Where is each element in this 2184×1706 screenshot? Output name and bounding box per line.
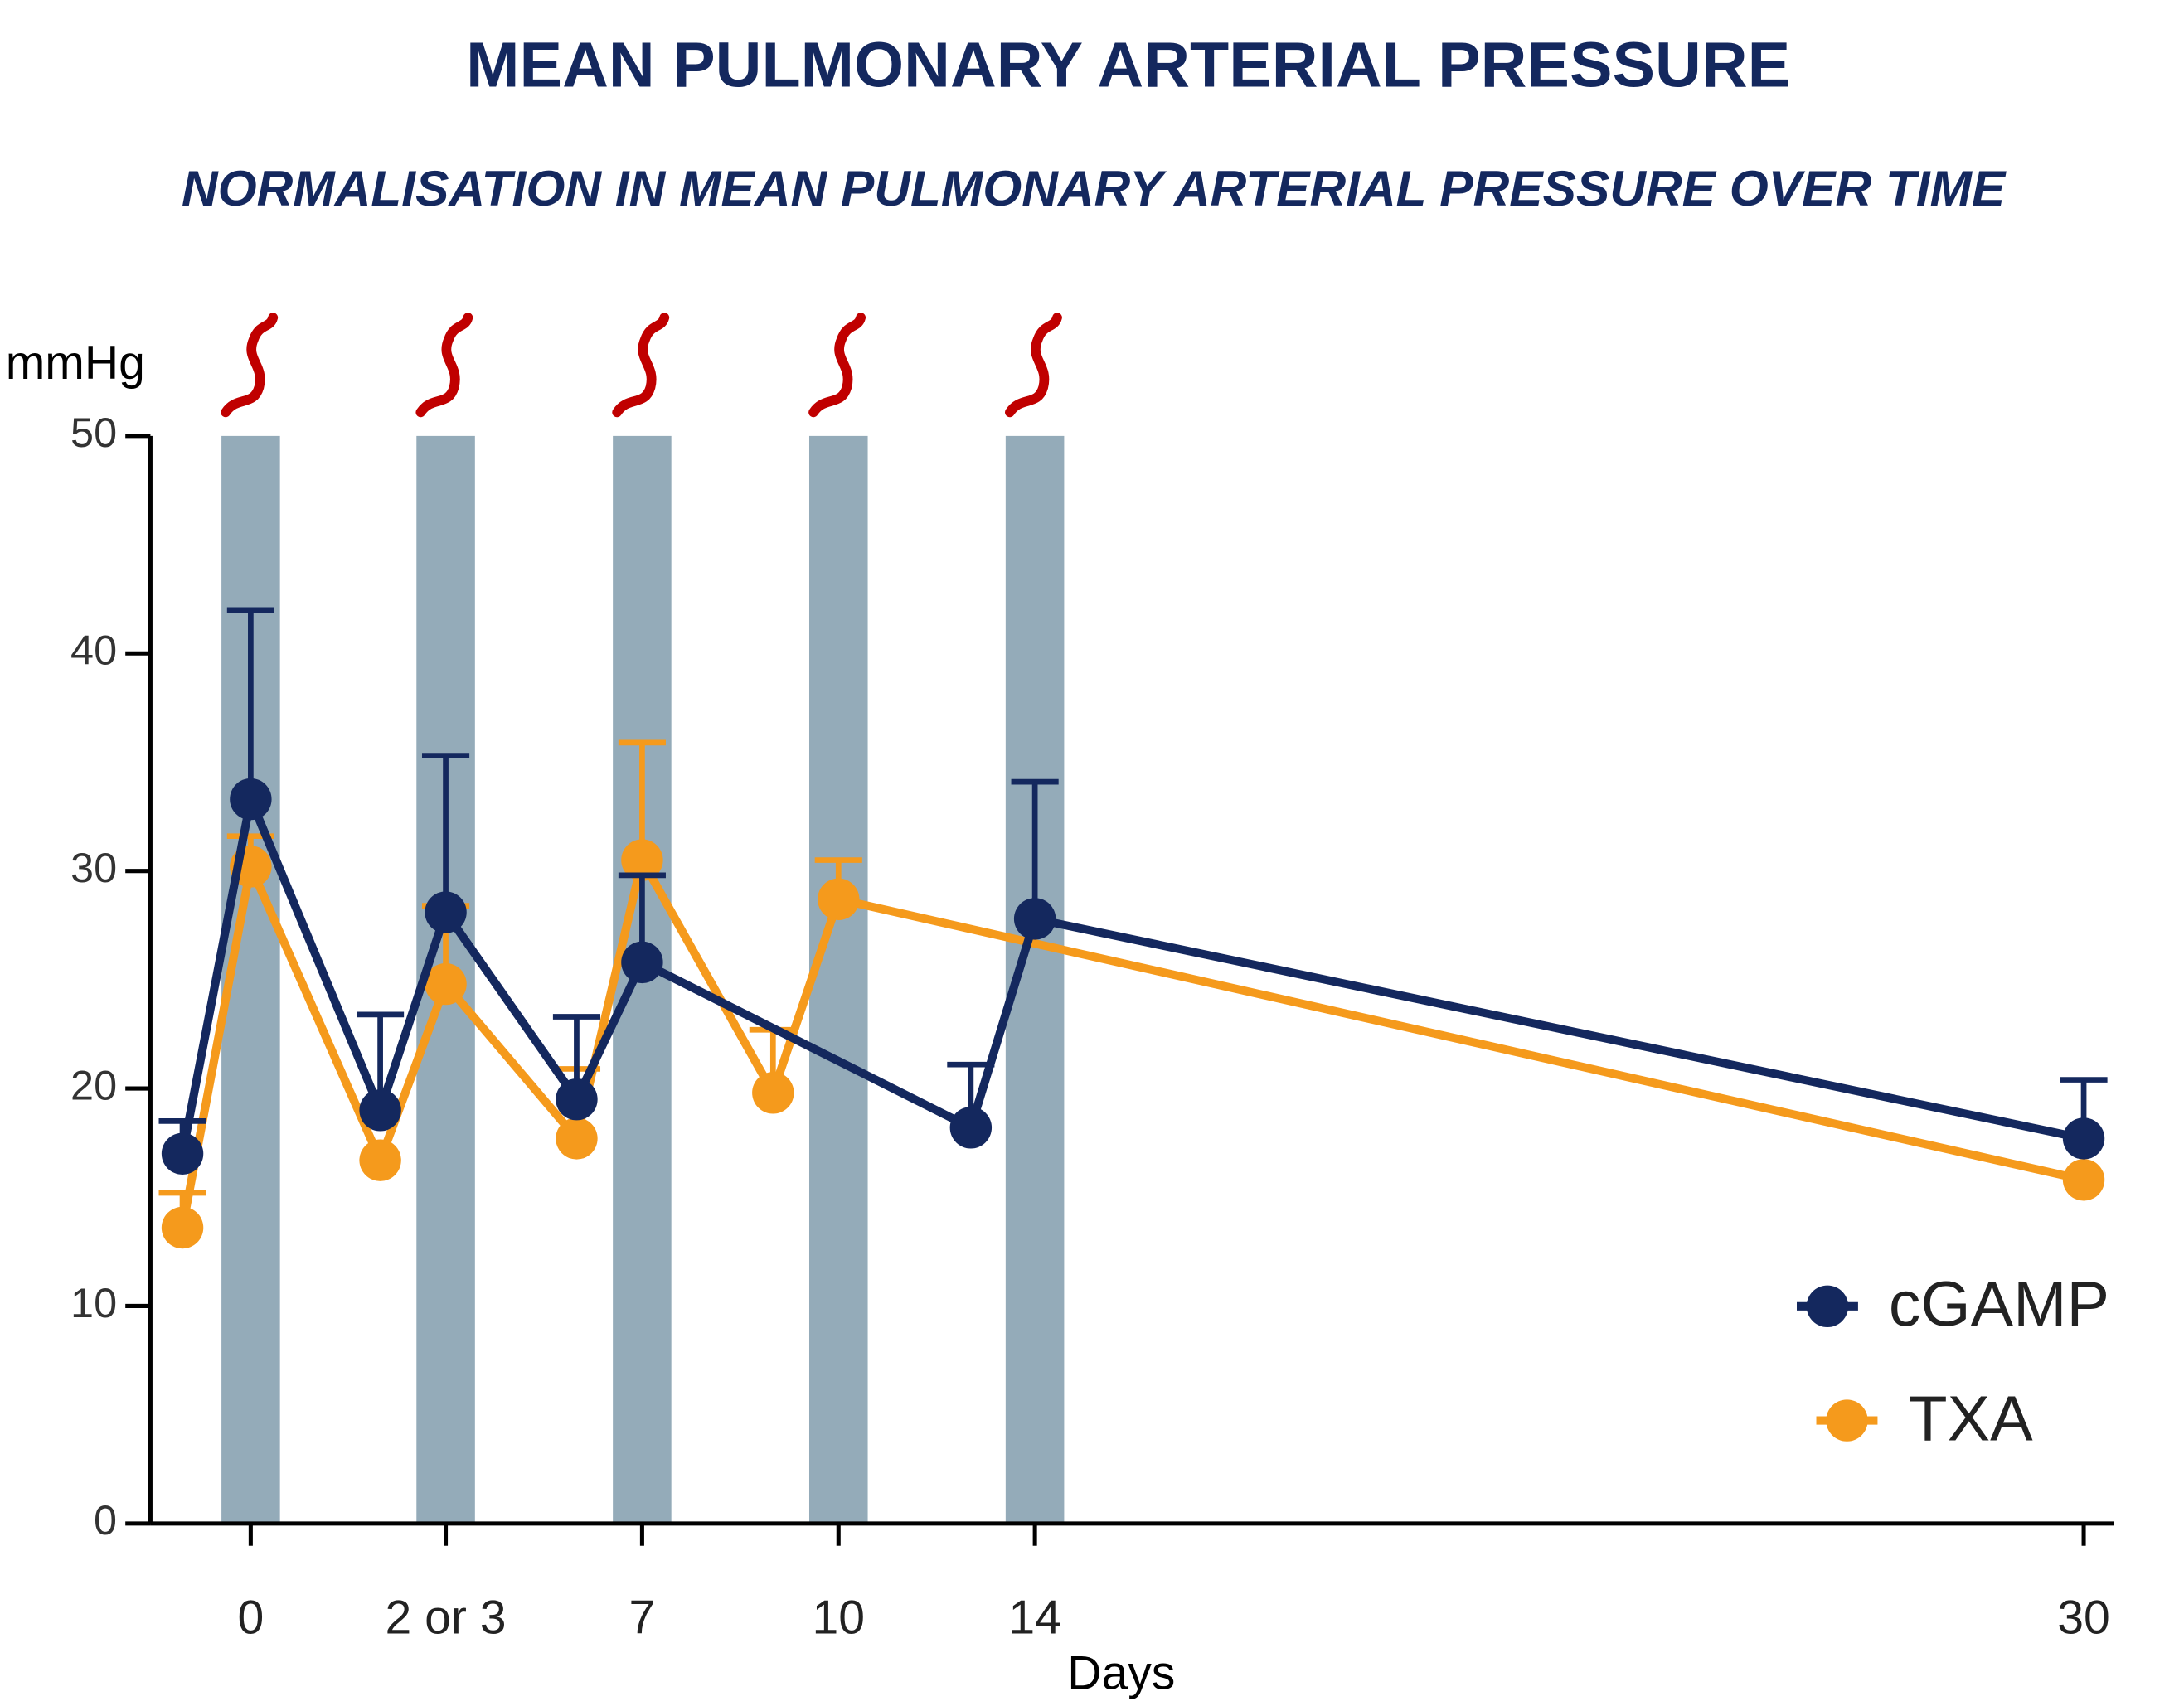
data-point (230, 778, 272, 821)
legend-label: cGAMP (1889, 1269, 2109, 1340)
x-tick-label: 0 (237, 1592, 264, 1645)
y-axis-label: mmHg (6, 337, 145, 390)
error-bar (1011, 778, 1059, 919)
chart-subtitle: NORMALISATION IN MEAN PULMONARY ARTERIAL… (182, 160, 2007, 216)
error-bar (421, 753, 470, 913)
dose-icon (808, 313, 866, 418)
data-point (425, 962, 467, 1006)
data-point (2062, 1117, 2105, 1160)
data-point (556, 1078, 598, 1121)
dose-icon (221, 313, 279, 418)
data-point (161, 1132, 204, 1175)
legend-marker (1806, 1285, 1849, 1327)
data-point (556, 1117, 598, 1160)
data-point (425, 891, 467, 933)
data-point (359, 1089, 401, 1132)
data-point (161, 1206, 204, 1249)
data-point (818, 878, 860, 920)
data-point (621, 941, 663, 984)
dose-icon (1005, 313, 1062, 418)
axes: 0 10 20 30 40 50 0 2 or 3 7 10 14 30 (70, 409, 2115, 1645)
chart-title: MEAN PULMONARY ARTERIAL PRESSURE (466, 29, 1790, 100)
x-tick-label: 10 (813, 1592, 866, 1645)
dose-icon (415, 313, 473, 418)
dose-icon (612, 313, 670, 418)
legend-label: TXA (1908, 1383, 2033, 1454)
y-tick-label: 20 (70, 1061, 117, 1108)
legend: cGAMP TXA (1797, 1269, 2109, 1454)
x-tick-label: 2 or 3 (386, 1592, 507, 1645)
plot (158, 607, 2108, 1249)
data-point (359, 1139, 401, 1181)
x-tick-label: 7 (629, 1592, 656, 1645)
data-point (2062, 1159, 2105, 1201)
x-tick-label: 30 (2057, 1592, 2110, 1645)
y-tick-label: 40 (70, 627, 117, 674)
legend-marker (1826, 1399, 1868, 1442)
data-point (949, 1107, 993, 1149)
data-point (752, 1072, 794, 1114)
x-axis-label: Days (1067, 1647, 1175, 1700)
dose-band (808, 435, 868, 1524)
x-tick-label: 14 (1008, 1592, 1061, 1645)
y-tick-label: 10 (70, 1279, 117, 1326)
data-point (621, 839, 663, 881)
error-bar (226, 607, 274, 800)
data-point (1013, 898, 1056, 940)
y-tick-label: 30 (70, 844, 117, 891)
y-tick-label: 50 (70, 409, 117, 456)
y-tick-label: 0 (94, 1496, 117, 1544)
